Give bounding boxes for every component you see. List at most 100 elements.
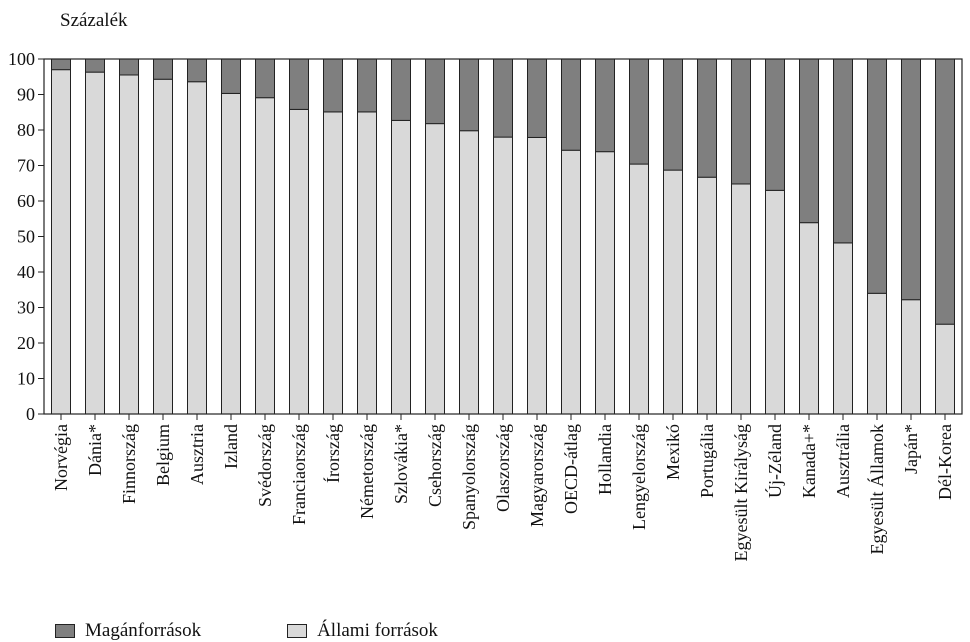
bar-private (357, 58, 377, 113)
bar-private (119, 58, 139, 76)
x-tick-label: Németország (357, 424, 377, 519)
bar-public (731, 183, 751, 415)
bar-public (51, 69, 71, 415)
legend-item-private: Magánforrások (55, 620, 201, 642)
x-tick-label: Spanyolország (459, 424, 479, 530)
x-tick-label: Franciaország (289, 424, 309, 525)
bar-private (493, 58, 513, 138)
y-tick-label: 40 (17, 262, 35, 282)
bar-private (85, 58, 105, 73)
legend-label-public: Állami források (317, 620, 438, 641)
bar-public (765, 189, 785, 415)
x-tick-label: Dánia* (85, 424, 105, 476)
bar-private (629, 58, 649, 165)
x-tick-label: Egyesült Királyság (731, 424, 751, 561)
bar-private (561, 58, 581, 151)
x-tick-label: Írország (322, 424, 343, 483)
y-tick-label: 20 (17, 333, 35, 353)
x-tick-label: Norvégia (51, 424, 71, 491)
x-tick-label: OECD-átlag (561, 424, 581, 514)
x-axis: Norvégia Dánia* Finnország Belgium Ausztria I… (51, 414, 955, 561)
x-tick-label: Hollandia (595, 424, 615, 495)
bar-private (289, 58, 309, 110)
y-axis-label: Százalék (60, 10, 128, 31)
bar-public (663, 169, 683, 415)
bar-public (391, 119, 411, 415)
bar-public (85, 71, 105, 415)
bar-public (289, 108, 309, 415)
bar-private (323, 58, 343, 113)
bar-private (799, 58, 819, 224)
bar-public (187, 81, 207, 415)
x-tick-label: Dél-Korea (935, 424, 955, 500)
x-tick-label: Magyarország (527, 424, 547, 527)
legend-swatch-public (287, 624, 308, 638)
x-tick-label: Finnország (119, 424, 139, 504)
bar-public (221, 92, 241, 415)
y-tick-label: 100 (8, 49, 35, 69)
plot-frame (43, 58, 963, 415)
x-tick-label: Belgium (153, 424, 173, 486)
x-tick-label: Ausztrália (833, 424, 853, 498)
bar-public (799, 222, 819, 415)
bar-private (221, 58, 241, 94)
legend-item-public: Állami források (287, 620, 438, 642)
y-tick-label: 10 (17, 369, 35, 389)
bar-public (425, 123, 445, 415)
bar-private (765, 58, 785, 191)
bars (51, 58, 955, 415)
bar-public (595, 151, 615, 415)
y-tick-label: 60 (17, 191, 35, 211)
bar-private (901, 58, 921, 301)
x-tick-label: Kanada+* (799, 424, 819, 498)
x-tick-label: Egyesült Államok (866, 424, 887, 554)
x-tick-label: Lengyelország (629, 424, 649, 530)
y-tick-label: 80 (17, 120, 35, 140)
bar-private (187, 58, 207, 83)
bar-private (153, 58, 173, 80)
bar-private (697, 58, 717, 178)
x-tick-label: Új-Zéland (764, 424, 785, 498)
bar-private (867, 58, 887, 294)
bar-public (833, 242, 853, 415)
bar-private (51, 58, 71, 71)
bar-public (901, 299, 921, 415)
bar-public (527, 136, 547, 415)
bar-private (935, 58, 955, 325)
bar-public (323, 111, 343, 415)
bar-public (629, 163, 649, 415)
x-tick-label: Izland (221, 424, 241, 469)
x-tick-label: Ausztria (187, 424, 207, 485)
y-tick-label: 90 (17, 85, 35, 105)
bar-private (255, 58, 275, 99)
bar-public (459, 130, 479, 415)
bar-private (391, 58, 411, 121)
bar-private (527, 58, 547, 138)
bar-private (663, 58, 683, 171)
bar-public (935, 323, 955, 415)
legend: Magánforrások Állami források (55, 620, 438, 642)
x-tick-label: Csehország (425, 424, 445, 507)
x-tick-label: Portugália (697, 424, 717, 498)
bar-public (255, 97, 275, 415)
legend-label-private: Magánforrások (85, 620, 202, 641)
x-tick-label: Mexikó (663, 424, 683, 480)
bar-private (595, 58, 615, 153)
x-tick-label: Olaszország (493, 424, 513, 512)
bar-public (357, 111, 377, 415)
bar-public (153, 78, 173, 415)
bar-public (119, 74, 139, 415)
y-tick-label: 70 (17, 156, 35, 176)
y-tick-label: 50 (17, 227, 35, 247)
bar-private (459, 58, 479, 132)
x-tick-label: Svédország (255, 424, 275, 507)
bar-private (425, 58, 445, 125)
bar-private (833, 58, 853, 244)
bar-private (731, 58, 751, 185)
y-tick-label: 0 (26, 404, 35, 424)
bar-public (867, 292, 887, 415)
bar-public (561, 149, 581, 415)
bar-public (697, 176, 717, 415)
y-tick-label: 30 (17, 298, 35, 318)
